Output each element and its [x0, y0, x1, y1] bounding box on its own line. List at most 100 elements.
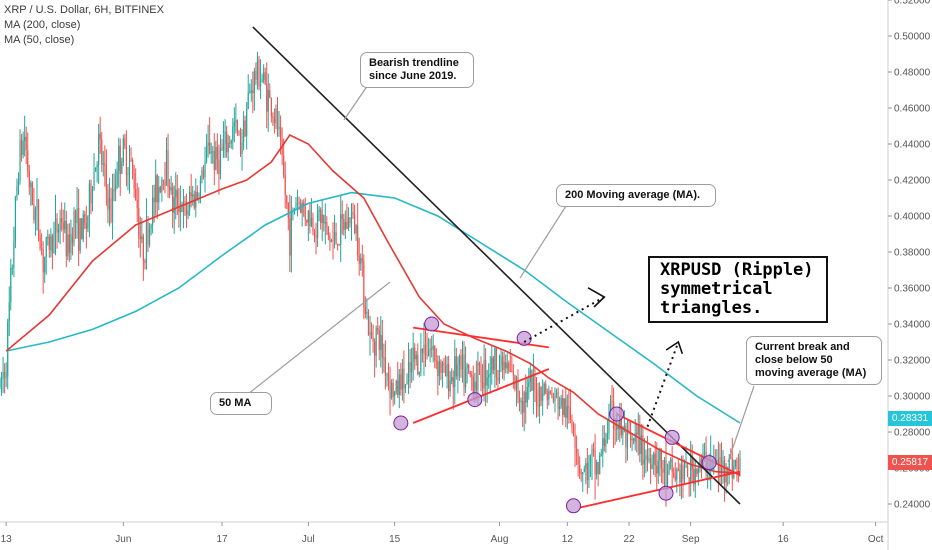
x-tick-label: 12 [562, 534, 574, 545]
candle-body [694, 468, 696, 485]
candle-body [565, 398, 567, 418]
candle-body [657, 460, 659, 474]
candle-body [0, 378, 3, 380]
candle-body [690, 455, 692, 483]
candle-body [165, 150, 168, 186]
candle-body [537, 404, 539, 407]
candle-body [76, 207, 78, 224]
candle-body [224, 131, 226, 145]
candle-body [272, 116, 274, 119]
candle-body [22, 140, 24, 155]
candle-body [409, 362, 411, 373]
legend-symbol[interactable]: XRP / U.S. Dollar, 6H, BITFINEX [4, 4, 164, 16]
candle-body [619, 415, 621, 430]
candle-body [488, 375, 490, 378]
candle-body [118, 145, 120, 171]
candle-body [258, 59, 260, 87]
candle-body [563, 398, 565, 416]
ma200-callout: 200 Moving average (MA). [556, 184, 716, 207]
candle-body [116, 170, 118, 186]
candle-body [435, 360, 437, 362]
candle-body [333, 231, 336, 241]
ma200-price-tag: 0.28331 [888, 411, 932, 426]
x-tick-label: 22 [623, 534, 635, 545]
candle-body [230, 140, 232, 144]
candle-body [119, 145, 121, 174]
candle-body [307, 210, 309, 223]
candle-body [332, 240, 334, 242]
candle-body [508, 362, 510, 371]
candle-body [392, 382, 394, 397]
candle-body [113, 189, 115, 191]
x-tick-label: 17 [216, 534, 228, 545]
candle-body [253, 70, 255, 94]
candle-body [531, 370, 533, 391]
trendline-callout: Bearish trendline since June 2019. [360, 52, 474, 88]
candle-body [720, 456, 723, 471]
candle-body [651, 464, 653, 470]
candle-body [108, 198, 111, 210]
candle-body [309, 210, 311, 226]
candle-body [423, 344, 425, 354]
candle-body [150, 224, 152, 229]
candle-body [592, 448, 595, 451]
candle-body [728, 458, 730, 475]
legend-ma50[interactable]: MA (50, close) [4, 34, 75, 46]
candle-body [205, 145, 208, 162]
touch-point-circle [609, 406, 625, 422]
candle-body [417, 354, 419, 375]
candle-body [238, 131, 240, 134]
candle-body [545, 383, 547, 394]
candle-body [551, 393, 553, 397]
candle-body [187, 210, 189, 215]
candle-body [241, 142, 243, 155]
candle-body [318, 209, 320, 212]
candle-body [460, 355, 462, 370]
candle-body [370, 331, 373, 338]
candle-body [697, 468, 699, 474]
candle-body [668, 462, 670, 472]
candle-body [81, 218, 83, 240]
candle-body [631, 438, 633, 441]
candle-body [372, 337, 374, 342]
candle-body [226, 131, 228, 153]
candle-body [486, 377, 488, 386]
candle-body [93, 171, 95, 190]
candle-body [156, 175, 158, 203]
candle-body [290, 213, 292, 256]
candle-body [452, 377, 454, 388]
candle-body [380, 334, 382, 350]
candle-body [642, 435, 644, 465]
candle-body [688, 477, 690, 483]
legend-ma200[interactable]: MA (200, close) [4, 19, 81, 31]
candle-body [483, 359, 485, 389]
candle-body [34, 208, 37, 220]
candle-body [176, 189, 178, 209]
candle-body [263, 72, 265, 80]
touch-point-circle [467, 392, 483, 408]
candle-body [287, 202, 289, 219]
candle-body [127, 174, 129, 176]
candle-body [364, 307, 366, 314]
candle-body [685, 466, 687, 468]
touch-point-circle [393, 415, 409, 431]
candle-body [168, 186, 171, 191]
candle-body [104, 163, 106, 166]
candle-body [677, 469, 679, 471]
candle-body [130, 159, 132, 161]
x-tick-label: Jul [302, 534, 315, 545]
candle-body [602, 438, 604, 454]
last-price-tag: 0.25817 [888, 455, 932, 470]
candle-body [466, 364, 468, 369]
candle-body [520, 400, 522, 403]
candle-body [14, 197, 17, 243]
candle-body [19, 139, 21, 182]
candle-body [680, 464, 683, 483]
candle-body [47, 236, 49, 238]
candle-body [636, 432, 638, 435]
candle-body [503, 361, 505, 371]
candle-body [404, 384, 407, 389]
candle-body [431, 348, 433, 350]
candle-body [67, 234, 69, 257]
